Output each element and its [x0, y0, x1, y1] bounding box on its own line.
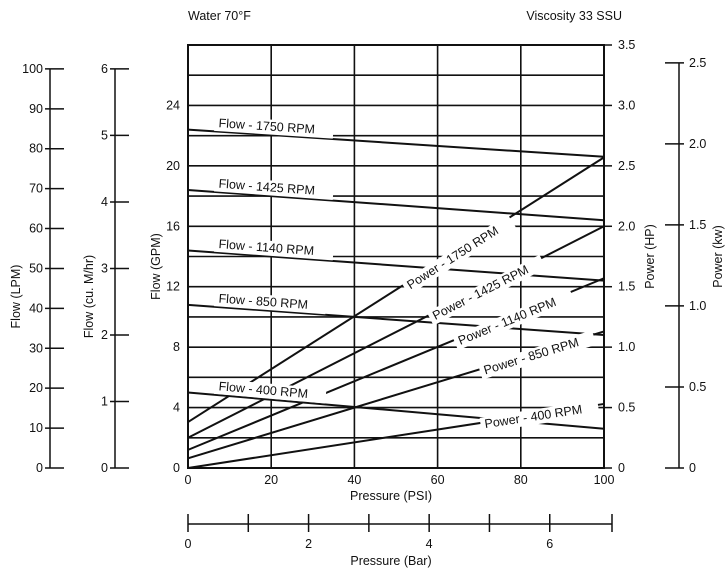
gpm-tick-label: 12 — [166, 280, 180, 294]
bar-axis-title: Pressure (Bar) — [350, 554, 431, 568]
plot-frame — [187, 44, 605, 469]
flow-series-label-bg — [214, 291, 327, 315]
bar-tick-label: 0 — [185, 537, 192, 551]
flow-series-label-bg — [214, 115, 334, 139]
power-series-label-group: Power - 400 RPM — [479, 399, 600, 433]
psi-tick-label: 20 — [264, 473, 278, 487]
kw-tick-label: 0 — [689, 461, 696, 475]
power-line — [187, 156, 605, 423]
gpm-tick-label: 24 — [166, 98, 180, 112]
lpm-tick-label: 50 — [29, 261, 43, 275]
m3hr-tick-label: 1 — [101, 394, 108, 408]
gpm-tick-label: 0 — [173, 461, 180, 475]
lpm-tick-label: 70 — [29, 182, 43, 196]
flow-series-label: Flow - 1140 RPM — [218, 237, 314, 258]
flow-line — [187, 303, 605, 337]
power-series-label-bg — [478, 330, 597, 380]
flow-series-label-group: Flow - 1425 RPM — [214, 176, 334, 200]
kw-tick-label: 1.0 — [689, 299, 706, 313]
kw-axis-title: Power (kw) — [711, 225, 725, 288]
hp-tick-label: 3.0 — [618, 98, 635, 112]
flow-line — [187, 128, 605, 158]
hp-axis-title: Power (HP) — [643, 224, 657, 289]
power-line — [187, 225, 605, 439]
flow-series-label-bg — [214, 176, 334, 200]
hp-tick-label: 0 — [618, 461, 625, 475]
lpm-tick-label: 20 — [29, 381, 43, 395]
lpm-tick-label: 80 — [29, 142, 43, 156]
power-series-label: Power - 400 RPM — [484, 402, 584, 431]
flow-line — [187, 189, 605, 222]
flow-series-label: Flow - 1750 RPM — [218, 116, 315, 136]
lpm-tick-label: 0 — [36, 461, 43, 475]
lpm-tick-label: 40 — [29, 301, 43, 315]
hp-tick-label: 0.5 — [618, 401, 635, 415]
flow-series-label: Flow - 850 RPM — [218, 291, 308, 311]
power-series-label-group: Power - 850 RPM — [478, 330, 597, 380]
power-series-label-bg — [479, 399, 600, 433]
flow-series-label: Flow - 1425 RPM — [218, 177, 315, 198]
kw-tick-label: 1.5 — [689, 218, 706, 232]
psi-axis-title: Pressure (PSI) — [350, 489, 432, 503]
flow-series-label-bg — [214, 236, 334, 261]
header-water-temp: Water 70°F — [188, 9, 251, 23]
header-viscosity: Viscosity 33 SSU — [526, 9, 622, 23]
flow-series-label-group: Flow - 1140 RPM — [214, 236, 334, 261]
psi-tick-label: 80 — [514, 473, 528, 487]
gpm-tick-label: 20 — [166, 159, 180, 173]
hp-tick-label: 3.5 — [618, 38, 635, 52]
kw-tick-label: 2.5 — [689, 56, 706, 70]
psi-tick-label: 60 — [431, 473, 445, 487]
lpm-tick-label: 90 — [29, 102, 43, 116]
hp-tick-label: 2.5 — [618, 159, 635, 173]
flow-series-label-group: Flow - 1750 RPM — [214, 115, 334, 139]
flow-line — [187, 249, 605, 282]
bar-tick-label: 2 — [305, 537, 312, 551]
m3hr-tick-label: 5 — [101, 128, 108, 142]
lpm-tick-label: 30 — [29, 341, 43, 355]
power-series-label-bg — [401, 214, 516, 295]
m3hr-tick-label: 4 — [101, 195, 108, 209]
bar-tick-label: 6 — [546, 537, 553, 551]
flow-series-label-bg — [213, 378, 327, 404]
lpm-tick-label: 100 — [22, 62, 43, 76]
psi-tick-label: 100 — [594, 473, 615, 487]
lpm-tick-label: 10 — [29, 421, 43, 435]
gpm-tick-label: 16 — [166, 219, 180, 233]
m3hr-tick-label: 3 — [101, 261, 108, 275]
m3hr-tick-label: 2 — [101, 328, 108, 342]
flow-series-label-group: Flow - 850 RPM — [214, 291, 327, 315]
m3hr-tick-label: 6 — [101, 62, 108, 76]
gpm-axis-title: Flow (GPM) — [149, 233, 163, 300]
gpm-tick-label: 4 — [173, 401, 180, 415]
flow-series-label-group: Flow - 400 RPM — [213, 378, 327, 404]
gpm-tick-label: 8 — [173, 340, 180, 354]
lpm-tick-label: 60 — [29, 222, 43, 236]
bar-tick-label: 4 — [426, 537, 433, 551]
kw-tick-label: 2.0 — [689, 137, 706, 151]
hp-tick-label: 2.0 — [618, 219, 635, 233]
psi-tick-label: 40 — [347, 473, 361, 487]
kw-tick-label: 0.5 — [689, 380, 706, 394]
hp-tick-label: 1.5 — [618, 280, 635, 294]
lpm-axis-title: Flow (LPM) — [9, 265, 23, 329]
hp-tick-label: 1.0 — [618, 340, 635, 354]
m3hr-tick-label: 0 — [101, 461, 108, 475]
power-series-label-bg — [452, 288, 575, 351]
grid — [187, 44, 605, 469]
power-series-label-bg — [426, 254, 547, 326]
power-series-label: Power - 850 RPM — [482, 335, 580, 377]
psi-tick-label: 0 — [185, 473, 192, 487]
m3hr-axis-title: Flow (cu. M/hr) — [82, 255, 96, 338]
